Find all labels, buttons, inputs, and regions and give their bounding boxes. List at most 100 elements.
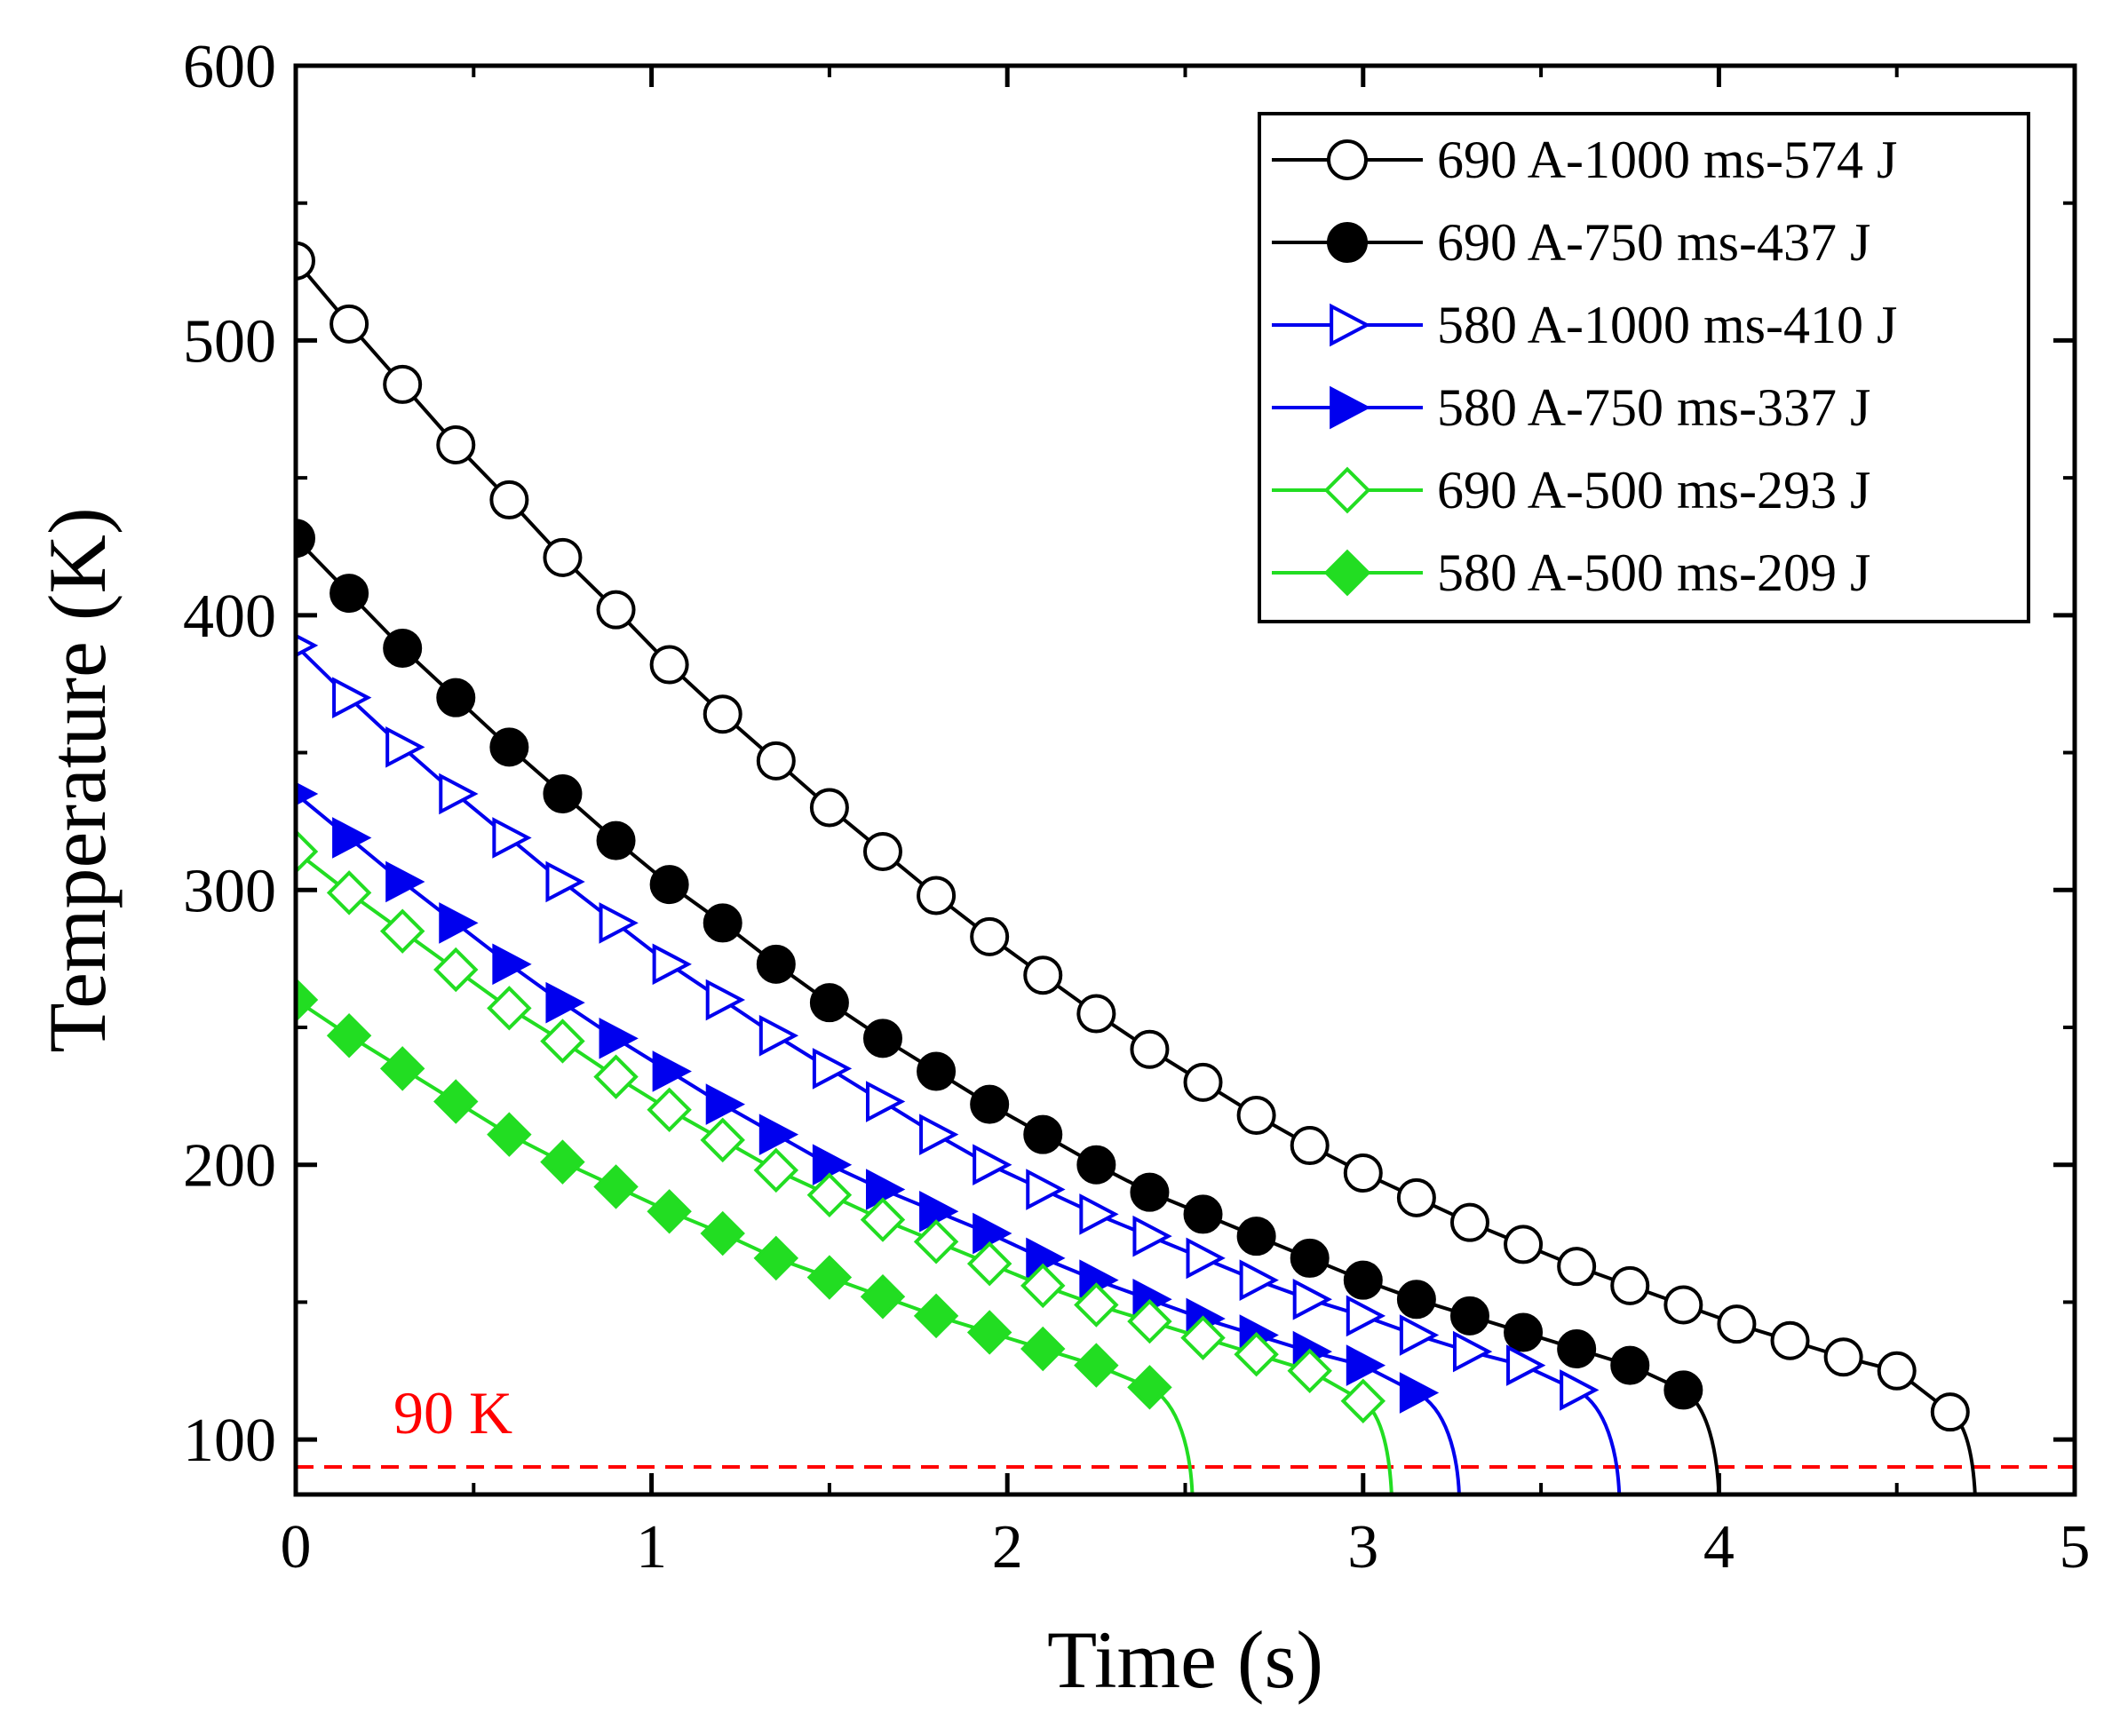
legend-item: 690 A-1000 ms-574 J bbox=[1272, 131, 1897, 189]
data-point bbox=[860, 1273, 906, 1320]
data-point bbox=[1717, 1304, 1757, 1344]
data-point bbox=[385, 860, 425, 903]
data-point bbox=[1079, 1193, 1119, 1235]
data-point bbox=[647, 1189, 692, 1234]
data-point bbox=[326, 870, 372, 916]
data-point bbox=[433, 947, 479, 993]
data-point bbox=[326, 1013, 372, 1058]
data-point bbox=[1234, 1331, 1279, 1377]
legend-item: 690 A-500 ms-293 J bbox=[1272, 461, 1870, 519]
data-point bbox=[1557, 1247, 1597, 1287]
legend-item: 580 A-1000 ms-410 J bbox=[1272, 296, 1897, 354]
data-point bbox=[545, 860, 585, 903]
data-point bbox=[1290, 1238, 1330, 1278]
data-point bbox=[383, 364, 423, 404]
data-point bbox=[543, 773, 583, 813]
x-axis-title: Time (s) bbox=[1047, 1614, 1323, 1705]
data-point bbox=[1074, 1282, 1119, 1328]
data-point bbox=[1504, 1225, 1544, 1264]
data-point bbox=[703, 694, 742, 734]
data-point bbox=[913, 1293, 959, 1339]
series-4 bbox=[296, 781, 1461, 1494]
data-point bbox=[436, 425, 476, 465]
data-point bbox=[1343, 1260, 1383, 1300]
data-point bbox=[1183, 1062, 1223, 1102]
data-point bbox=[593, 1054, 639, 1099]
x-tick-label: 4 bbox=[1703, 1513, 1735, 1581]
data-point bbox=[1399, 1372, 1440, 1414]
data-point bbox=[1506, 1344, 1546, 1386]
data-point bbox=[753, 1147, 799, 1193]
x-tick-label: 3 bbox=[1347, 1513, 1378, 1581]
data-point bbox=[1449, 1202, 1489, 1242]
data-point bbox=[1452, 1330, 1493, 1373]
legend-label: 690 A-500 ms-293 J bbox=[1437, 461, 1870, 519]
data-point bbox=[1663, 1370, 1703, 1410]
legend-box bbox=[1258, 112, 2030, 623]
series-line bbox=[296, 850, 1393, 1494]
series-5 bbox=[296, 828, 1393, 1494]
legend-item: 580 A-750 ms-337 J bbox=[1272, 378, 1870, 437]
data-point bbox=[703, 903, 742, 943]
data-point bbox=[593, 1164, 639, 1209]
data-point bbox=[758, 1114, 799, 1155]
legend-label: 580 A-750 ms-337 J bbox=[1437, 378, 1870, 437]
data-point bbox=[1186, 1237, 1226, 1280]
data-point bbox=[973, 1144, 1012, 1186]
data-point bbox=[756, 741, 796, 781]
data-point bbox=[1020, 1326, 1066, 1372]
plot-area bbox=[296, 241, 2075, 1494]
series-1 bbox=[296, 241, 1977, 1494]
data-point bbox=[812, 1144, 853, 1186]
data-point bbox=[758, 1014, 799, 1057]
data-point bbox=[543, 537, 583, 577]
data-point bbox=[1343, 1153, 1383, 1193]
data-point bbox=[1399, 1314, 1440, 1356]
data-point bbox=[385, 726, 425, 768]
legend-marker bbox=[1327, 222, 1368, 263]
plot-layer: 90 K bbox=[296, 241, 2075, 1494]
data-point bbox=[1076, 994, 1116, 1034]
data-point bbox=[1610, 1345, 1650, 1385]
data-point bbox=[1610, 1265, 1650, 1305]
y-tick-label: 100 bbox=[183, 1407, 276, 1475]
data-point bbox=[966, 1241, 1012, 1287]
data-point bbox=[652, 1050, 692, 1092]
data-point bbox=[966, 1310, 1012, 1355]
data-point bbox=[1236, 1095, 1276, 1135]
data-point bbox=[973, 1212, 1012, 1255]
data-point bbox=[1346, 1344, 1386, 1386]
data-point bbox=[492, 943, 532, 986]
data-point bbox=[599, 1018, 639, 1059]
data-point bbox=[1340, 1378, 1386, 1424]
legend-marker bbox=[1330, 303, 1371, 347]
data-point bbox=[439, 773, 479, 815]
series-6 bbox=[296, 977, 1195, 1494]
data-point bbox=[329, 304, 369, 344]
data-point bbox=[862, 831, 902, 871]
data-point bbox=[489, 480, 529, 519]
data-point bbox=[970, 1084, 1010, 1124]
data-point bbox=[700, 1210, 745, 1256]
x-tick-label: 1 bbox=[636, 1513, 667, 1581]
data-point bbox=[860, 1197, 906, 1242]
data-point bbox=[1663, 1285, 1703, 1325]
data-point bbox=[1449, 1296, 1489, 1336]
y-tick-label: 200 bbox=[183, 1132, 276, 1201]
data-point bbox=[865, 1169, 906, 1210]
data-point bbox=[1076, 1145, 1116, 1185]
data-point bbox=[332, 677, 372, 718]
series-2 bbox=[296, 519, 1721, 1494]
data-point bbox=[700, 1117, 745, 1163]
data-point bbox=[1127, 1365, 1172, 1410]
data-point bbox=[1292, 1278, 1333, 1320]
data-point bbox=[1183, 1194, 1223, 1234]
legend-label: 580 A-1000 ms-410 J bbox=[1437, 296, 1897, 354]
data-point bbox=[1023, 955, 1063, 995]
data-point bbox=[1823, 1337, 1863, 1377]
axes-layer: 0 1 2 3 4 5 100 200 300 400 500 600 bbox=[183, 33, 2091, 1581]
data-point bbox=[647, 1087, 692, 1133]
y-tick-label: 500 bbox=[183, 307, 276, 376]
data-point bbox=[379, 908, 425, 954]
